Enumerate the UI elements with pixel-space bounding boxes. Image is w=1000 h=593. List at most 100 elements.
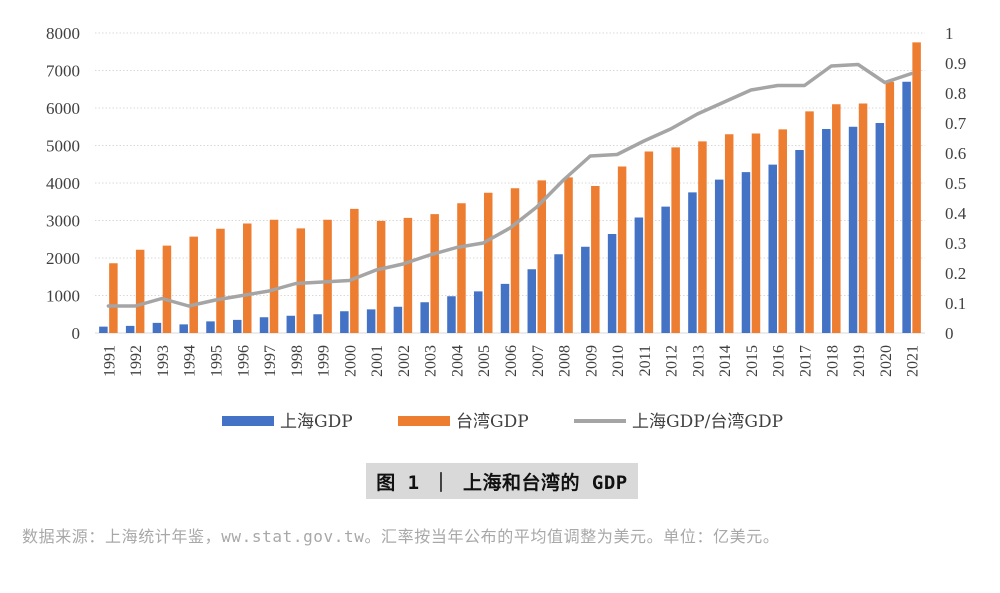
y-tick-label: 0: [72, 324, 81, 343]
source-note: 数据来源：上海统计年鉴，ww.stat.gov.tw。汇率按当年公布的平均值调整…: [22, 527, 780, 546]
bar-shanghai: [393, 306, 403, 333]
x-tick-label: 1998: [289, 345, 306, 377]
legend-label: 上海GDP/台湾GDP: [632, 412, 783, 432]
x-tick-label: 2011: [637, 345, 654, 376]
x-tick-label: 1992: [128, 345, 145, 377]
bar-taiwan: [243, 223, 252, 333]
bar-taiwan: [698, 141, 707, 333]
y2-tick-label: 0.7: [945, 114, 967, 133]
y-tick-label: 3000: [46, 212, 80, 231]
x-tick-label: 2019: [851, 345, 868, 377]
bar-taiwan: [323, 219, 332, 333]
bar-taiwan: [671, 147, 680, 333]
bar-shanghai: [366, 309, 376, 333]
x-tick-label: 2020: [878, 345, 895, 377]
bar-shanghai: [233, 319, 242, 333]
bar-shanghai: [99, 326, 108, 333]
ratio-line: [106, 62, 914, 308]
legend-label: 上海GDP: [280, 412, 353, 432]
y-axis-right: 0 0.1 0.2 0.3 0.4 0.5 0.6 0.7 0.8 0.9 1: [945, 24, 967, 343]
x-axis: 1991 1992 1993 1994 1995 1996 1997 1998 1999 2000…: [101, 345, 921, 377]
x-tick-label: 2005: [476, 345, 493, 377]
bar-shanghai: [313, 314, 322, 333]
bar-shanghai: [688, 192, 697, 333]
bar-shanghai: [554, 254, 563, 333]
x-tick-label: 1996: [235, 345, 252, 377]
y-tick-label: 2000: [46, 249, 80, 268]
x-tick-label: 2003: [423, 345, 440, 377]
bar-taiwan: [430, 214, 439, 333]
x-tick-label: 2001: [369, 345, 386, 377]
bar-taiwan: [778, 129, 787, 333]
y-tick-label: 5000: [46, 137, 80, 156]
bar-taiwan: [617, 166, 627, 333]
x-tick-label: 1995: [208, 345, 225, 377]
y2-tick-label: 0.9: [945, 54, 966, 73]
bar-shanghai: [875, 123, 885, 333]
y2-tick-label: 0.4: [945, 204, 967, 223]
legend-swatch: [398, 416, 450, 426]
bar-shanghai: [741, 172, 751, 333]
bar-taiwan: [724, 134, 734, 333]
x-tick-label: 2006: [503, 345, 520, 377]
bar-taiwan: [537, 180, 547, 333]
bar-shanghai: [286, 315, 296, 333]
y2-tick-label: 0.2: [945, 264, 966, 283]
bar-taiwan: [644, 151, 654, 333]
bar-taiwan: [162, 245, 172, 333]
bar-taiwan: [376, 220, 386, 333]
y-tick-label: 4000: [46, 174, 80, 193]
x-tick-label: 2017: [798, 345, 815, 377]
bar-shanghai: [768, 164, 777, 333]
bar-taiwan: [858, 103, 868, 333]
x-tick-label: 1997: [262, 345, 279, 377]
bar-taiwan: [269, 219, 279, 333]
bar-shanghai: [125, 325, 135, 333]
bar-taiwan: [216, 228, 225, 333]
y2-tick-label: 0.6: [945, 144, 966, 163]
x-tick-label: 1993: [155, 345, 172, 377]
bar-taiwan: [832, 104, 841, 333]
ratio-line-path: [106, 62, 914, 308]
bar-shanghai: [500, 283, 510, 333]
legend-swatch: [222, 416, 274, 426]
bar-taiwan: [483, 192, 493, 333]
y2-tick-label: 0: [945, 324, 954, 343]
y-axis-left: 0 1000 2000 3000 4000 5000 6000 7000 8000: [46, 24, 80, 343]
bar-shanghai: [179, 324, 188, 333]
y-tick-label: 1000: [46, 287, 80, 306]
bar-shanghai: [902, 81, 911, 333]
bar-shanghai: [661, 206, 670, 333]
y2-tick-label: 1: [945, 24, 954, 43]
x-tick-label: 1999: [316, 345, 333, 377]
bar-shanghai: [152, 322, 162, 333]
bars: [99, 42, 921, 333]
bar-taiwan: [403, 217, 413, 333]
x-tick-label: 1991: [101, 345, 118, 377]
x-tick-label: 2008: [557, 345, 574, 377]
x-tick-label: 2013: [690, 345, 707, 377]
x-tick-label: 2016: [771, 345, 788, 377]
gdp-chart: 0 1000 2000 3000 4000 5000 6000 7000 8000 0 0.1 0.…: [46, 24, 967, 432]
bar-shanghai: [714, 179, 724, 333]
bar-taiwan: [189, 236, 198, 333]
bar-shanghai: [473, 291, 483, 333]
x-tick-label: 2012: [664, 345, 681, 377]
y2-tick-label: 0.1: [945, 294, 966, 313]
x-tick-label: 2021: [905, 345, 922, 377]
legend-label: 台湾GDP: [456, 412, 529, 432]
bar-shanghai: [340, 311, 349, 333]
bar-shanghai: [527, 269, 537, 333]
bar-shanghai: [447, 296, 456, 333]
bar-taiwan: [350, 208, 359, 333]
x-tick-label: 2010: [610, 345, 627, 377]
x-tick-label: 2009: [583, 345, 600, 377]
bar-taiwan: [135, 249, 145, 333]
bar-shanghai: [420, 302, 429, 333]
bar-taiwan: [564, 177, 573, 333]
bar-shanghai: [848, 126, 858, 333]
y-tick-label: 7000: [46, 62, 80, 81]
bar-taiwan: [751, 133, 761, 333]
y-tick-label: 6000: [46, 99, 80, 118]
x-tick-label: 2000: [342, 345, 359, 377]
